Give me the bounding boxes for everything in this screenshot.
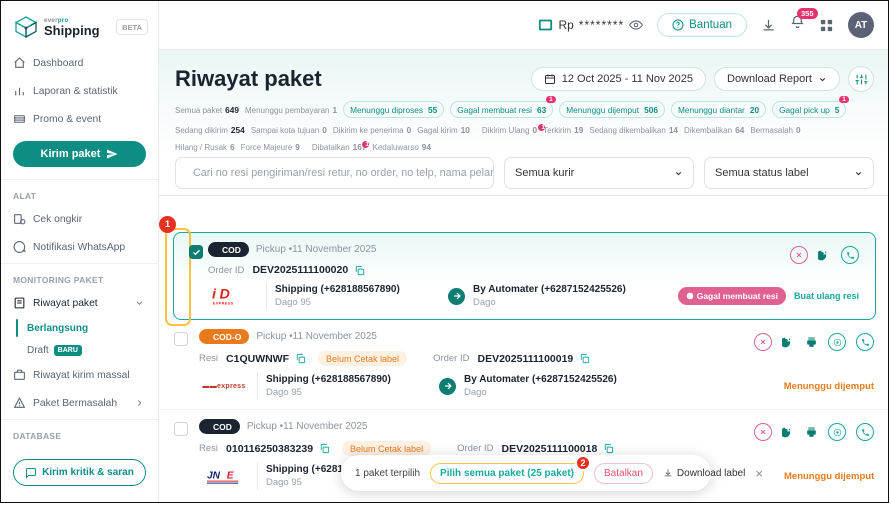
- svg-text:E: E: [227, 470, 235, 481]
- svg-text:JN: JN: [207, 470, 221, 481]
- svg-text:EXPRESS: EXPRESS: [213, 302, 234, 306]
- svg-text:D: D: [220, 287, 230, 303]
- svg-text:i: i: [212, 287, 217, 303]
